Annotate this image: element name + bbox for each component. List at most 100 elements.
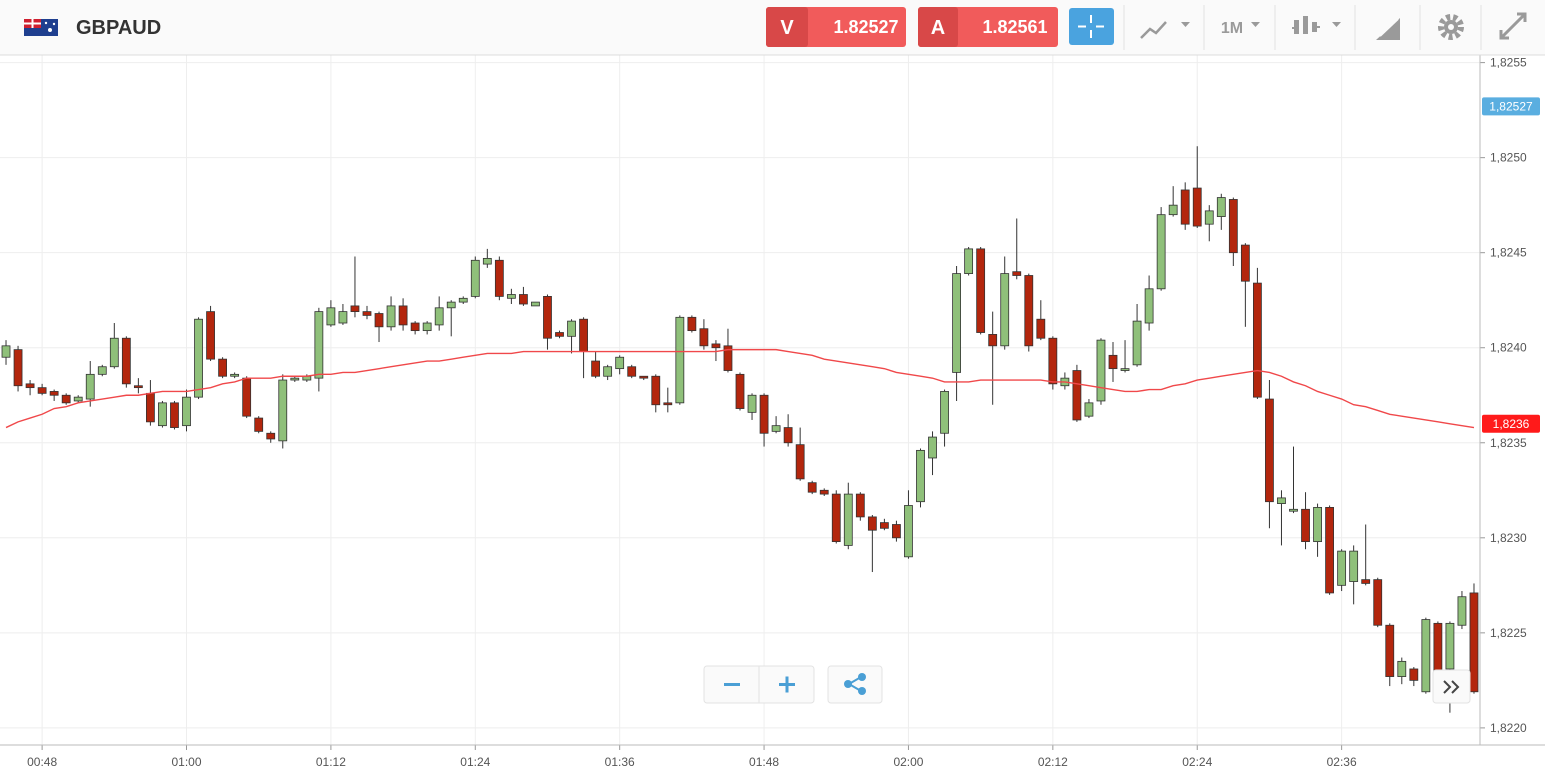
candle-body: [687, 316, 697, 332]
candle-body: [1265, 398, 1274, 503]
candle-body: [699, 328, 709, 347]
candle-body: [1373, 579, 1383, 626]
sell-button[interactable]: V 1.82527: [766, 7, 906, 47]
candle-body: [49, 391, 59, 396]
candle-body: [1108, 354, 1118, 370]
candle-body: [1445, 622, 1455, 670]
zoom-in[interactable]: [779, 676, 795, 693]
candle-body: [663, 402, 673, 406]
x-tick-label: 02:24: [1182, 755, 1212, 769]
candle-body: [904, 505, 913, 558]
candle-body: [158, 402, 167, 427]
candle-body: [25, 383, 35, 389]
plot: 00:48 01:00 01:12 01:24 01:36 01:48 02:00 02:12…: [0, 55, 1545, 769]
candle-body: [976, 248, 986, 333]
candle-body: [1180, 189, 1190, 225]
candle-body: [182, 396, 191, 427]
candle-body: [446, 301, 456, 309]
candle-body: [266, 432, 276, 440]
candle-type-button[interactable]: [1292, 16, 1341, 34]
candle-body: [1252, 282, 1262, 398]
candle-body: [1156, 214, 1166, 290]
candle-body: [867, 516, 877, 531]
buy-button[interactable]: A 1.82561: [918, 7, 1058, 47]
candle-body: [555, 332, 564, 337]
candle-body: [639, 375, 649, 379]
candle-body: [1349, 550, 1359, 582]
candle-body: [1096, 339, 1106, 402]
candle-body: [1337, 550, 1347, 586]
share-button[interactable]: [827, 665, 883, 704]
candle-body: [73, 396, 83, 402]
candle-body: [1301, 508, 1310, 543]
price-label-box: [1482, 97, 1540, 116]
candle-body: [1289, 508, 1298, 512]
candle-body: [675, 316, 685, 404]
x-tick-label: 01:24: [460, 755, 490, 769]
candle-body: [1409, 668, 1419, 681]
timeframe-button[interactable]: 1M: [1221, 20, 1260, 37]
scroll-end-button[interactable]: [1432, 669, 1471, 704]
candle-body: [194, 318, 203, 398]
candle-body: [410, 322, 420, 332]
candle-body: [759, 394, 769, 434]
candle-body: [374, 313, 384, 328]
candle-body: [338, 311, 348, 324]
candle-body: [940, 391, 949, 434]
candle-body: [470, 259, 480, 297]
timeframe: 1M: [1221, 20, 1243, 37]
candle-body: [350, 305, 360, 313]
crosshair-button[interactable]: [1069, 8, 1114, 45]
y-tick-label: 1,8250: [1490, 151, 1527, 165]
candle-body: [1240, 244, 1250, 282]
candle-body: [567, 320, 576, 337]
chart-type-button[interactable]: [1140, 21, 1190, 39]
moving-average: [5, 348, 1475, 429]
candle-body: [1385, 624, 1395, 677]
candle-body: [254, 417, 264, 432]
candle-body: [1144, 288, 1154, 324]
y-tick-label: 1,8240: [1490, 341, 1527, 355]
candle-body: [1024, 275, 1034, 347]
candle-body: [170, 402, 179, 428]
zoom-controls: [703, 665, 1471, 704]
candle-body: [398, 305, 408, 326]
candle-body: [1204, 210, 1214, 225]
sell-label: V: [780, 17, 794, 39]
candle-body: [97, 366, 107, 375]
candle-body: [771, 425, 781, 432]
y-tick-label: 1,8225: [1490, 626, 1527, 640]
symbol: GBPAUD: [76, 17, 161, 39]
candle-body: [326, 307, 336, 326]
y-tick-label: 1,8220: [1490, 721, 1527, 735]
candle-body: [747, 394, 757, 413]
candle-body: [314, 311, 324, 379]
candle-body: [85, 373, 95, 400]
candle-body: [386, 305, 396, 328]
settings-button[interactable]: [1438, 14, 1464, 40]
candle-body: [1216, 197, 1226, 217]
x-tick-label: 02:12: [1038, 755, 1068, 769]
candle-body: [519, 294, 528, 305]
x-tick-label: 01:48: [749, 755, 779, 769]
x-tick-label: 02:36: [1327, 755, 1357, 769]
candle-body: [615, 356, 625, 370]
candle-body: [543, 296, 552, 339]
candle-body: [1361, 579, 1371, 584]
candle-body: [121, 337, 131, 385]
candle-body: [290, 377, 300, 381]
candle-body: [1469, 592, 1479, 693]
candle-body: [1132, 320, 1142, 366]
candle-body: [506, 294, 516, 299]
sell-price: 1.82527: [833, 17, 898, 37]
candle-body: [591, 360, 601, 377]
buy-price: 1.82561: [982, 17, 1047, 37]
x-tick-label: 01:36: [605, 755, 635, 769]
y-tick-label: 1,8245: [1490, 246, 1527, 260]
fullscreen-button[interactable]: [1499, 12, 1527, 40]
candle-body: [579, 318, 588, 352]
toolbar: GBPAUD V 1.82527 A 1.82561 1M: [0, 0, 1545, 56]
draw-button[interactable]: [1376, 18, 1400, 40]
candle-body: [362, 311, 372, 316]
